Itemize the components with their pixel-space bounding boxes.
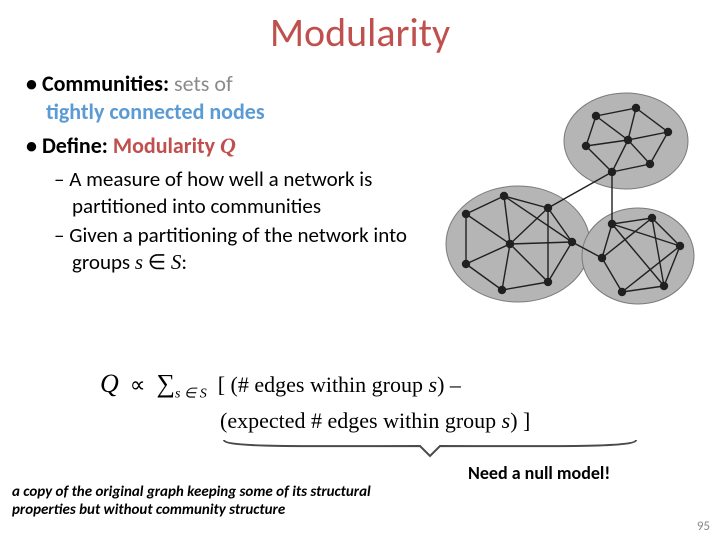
- graph-node: [664, 128, 672, 136]
- given-s: s: [135, 250, 143, 274]
- graph-node: [608, 220, 616, 228]
- formula-sum: ∑: [157, 369, 176, 398]
- graph-node: [582, 142, 590, 150]
- graph-node: [632, 104, 640, 112]
- graph-node: [592, 112, 600, 120]
- bullet-communities: Communities: sets of tightly connected n…: [18, 70, 428, 126]
- communities-rest: sets of: [169, 70, 233, 97]
- graph-node: [676, 242, 684, 250]
- graph-node: [544, 278, 552, 286]
- graph-node: [608, 168, 616, 176]
- formula-sum-sub: s ∈ S: [175, 386, 207, 401]
- given-S: S: [171, 250, 182, 274]
- given-pre: Given a partitioning of the network into…: [69, 222, 407, 275]
- formula-l2-pre: (expected # edges within group: [220, 408, 502, 433]
- communities-highlight: tightly connected nodes: [46, 98, 265, 125]
- formula-open: [ (# edges within group: [218, 372, 429, 397]
- formula-close1: ) –: [437, 372, 461, 397]
- formula-l2-post: ) ]: [510, 408, 530, 433]
- graph-node: [500, 192, 508, 200]
- graph-node: [624, 136, 632, 144]
- slide: Modularity Communities: sets of tightly …: [0, 0, 720, 540]
- bullet-define: Define: Modularity Q: [18, 132, 428, 160]
- formula-line1: Q ∝ ∑s ∈ S [ (# edges within group s) –: [100, 364, 660, 404]
- subbullet-measure-text: A measure of how well a network is parti…: [69, 166, 372, 219]
- define-Q: Q: [220, 133, 236, 158]
- graph-node: [462, 210, 470, 218]
- formula-prop: ∝: [130, 372, 146, 397]
- formula-s1: s: [429, 372, 438, 397]
- graph-edge: [548, 172, 612, 208]
- graph-node: [568, 238, 576, 246]
- subbullet-measure: A measure of how well a network is parti…: [48, 166, 428, 220]
- subbullet-given: Given a partitioning of the network into…: [48, 222, 428, 276]
- given-in: ∈: [143, 249, 171, 275]
- define-lead: Define:: [42, 132, 108, 159]
- graph-node: [544, 204, 552, 212]
- curly-brace-icon: [220, 438, 640, 460]
- graph-node: [660, 282, 668, 290]
- given-colon: :: [181, 249, 187, 275]
- annotation-need-null: Need a null model!: [468, 462, 610, 484]
- graph-node: [618, 288, 626, 296]
- community-graph-diagram: [436, 86, 706, 316]
- formula-s2: s: [502, 408, 511, 433]
- formula-block: Q ∝ ∑s ∈ S [ (# edges within group s) – …: [100, 364, 660, 437]
- define-rest: Modularity: [108, 132, 220, 159]
- graph-node: [506, 240, 514, 248]
- graph-node: [498, 286, 506, 294]
- graph-node: [598, 254, 606, 262]
- graph-node: [462, 260, 470, 268]
- graph-node: [646, 160, 654, 168]
- formula-Q: Q: [100, 369, 119, 398]
- graph-node: [648, 214, 656, 222]
- formula-line2: (expected # edges within group s) ]: [100, 404, 660, 437]
- page-number: 95: [697, 519, 710, 534]
- communities-lead: Communities:: [42, 70, 169, 97]
- body-text: Communities: sets of tightly connected n…: [18, 66, 428, 278]
- slide-title-text: Modularity: [270, 8, 450, 57]
- annotation-null-copy: a copy of the original graph keeping som…: [12, 483, 432, 521]
- slide-title: Modularity: [0, 8, 720, 57]
